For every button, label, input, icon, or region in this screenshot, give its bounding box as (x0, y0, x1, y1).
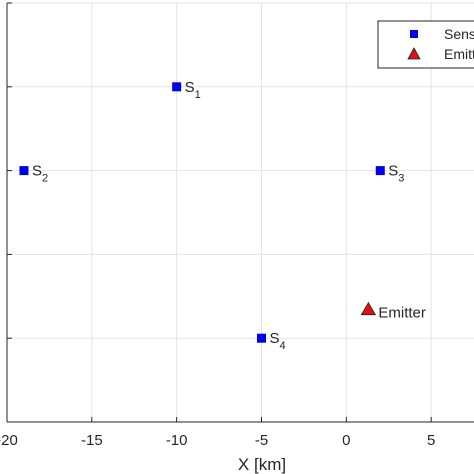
data-points: S1 S2 S3 S4 Emitter (19, 79, 426, 352)
legend-sensor-marker (410, 30, 418, 38)
sensor-label: S3 (388, 163, 404, 185)
x-tick-label: -10 (166, 432, 188, 449)
emitter-label: Emitter (378, 305, 426, 322)
legend-emitter-marker (407, 47, 421, 60)
sensor-label: S4 (270, 330, 286, 352)
x-tick-label: 0 (342, 432, 350, 449)
sensor-marker (19, 166, 29, 176)
legend-label: Emitter (444, 46, 474, 62)
sensor-marker (172, 82, 182, 92)
sensor-label: S2 (32, 163, 48, 185)
grid-lines (6, 2, 474, 422)
x-tick-label: -5 (255, 432, 268, 449)
sensor-marker (375, 166, 385, 176)
axes: -20-15-10-50510 (0, 2, 474, 449)
x-tick-label: 5 (427, 432, 435, 449)
x-axis-title: X [km] (238, 455, 286, 474)
legend-label: Sensor (444, 26, 474, 42)
x-tick-label: -15 (81, 432, 103, 449)
sensor-label: S1 (185, 79, 201, 101)
x-tick-label: -20 (0, 432, 18, 449)
emitter-marker (360, 301, 377, 316)
legend: Sensor Emitter (377, 20, 474, 69)
sensor-marker (257, 333, 266, 343)
legend-box (377, 20, 474, 69)
